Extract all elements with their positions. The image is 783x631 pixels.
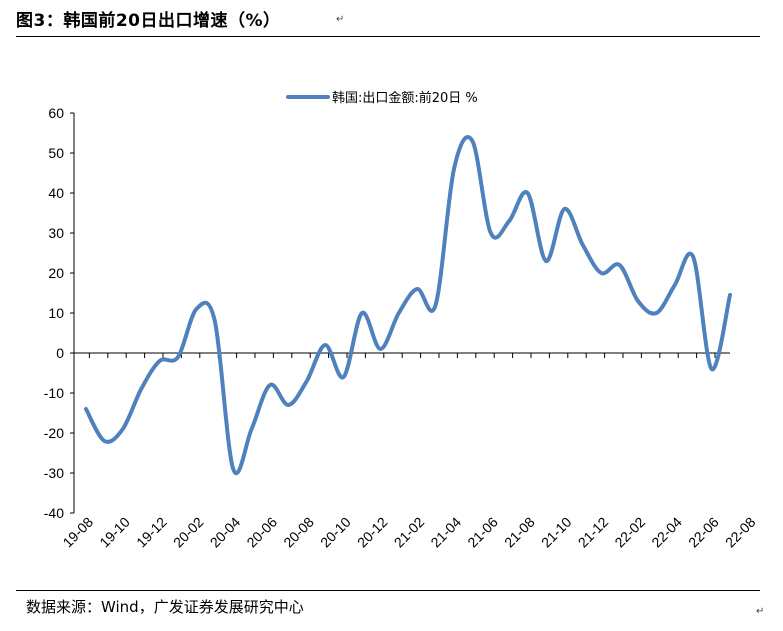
y-tick-label: 10 xyxy=(48,305,64,321)
data-point-22-01 xyxy=(618,263,622,267)
title-rule xyxy=(16,36,760,37)
x-tick-label: 21-10 xyxy=(538,514,575,551)
y-tick-label: 0 xyxy=(56,345,64,361)
data-point-20-03 xyxy=(213,319,217,323)
y-tick-label: -30 xyxy=(44,465,64,481)
data-point-20-10 xyxy=(342,375,346,379)
x-tick-label: 20-08 xyxy=(280,514,317,551)
data-point-21-10 xyxy=(562,207,566,211)
data-point-21-03 xyxy=(434,303,438,307)
source-note: 数据来源：Wind，广发证券发展研究中心 xyxy=(26,598,304,616)
x-tick-label: 21-08 xyxy=(501,514,538,551)
data-point-22-03 xyxy=(654,311,658,315)
x-tick-label: 20-10 xyxy=(317,514,354,551)
x-tick-label: 21-02 xyxy=(391,514,428,551)
data-point-20-11 xyxy=(360,311,364,315)
legend: 韩国:出口金额:前20日 % xyxy=(286,90,478,106)
x-axis: 19-08 19-10 19-12 20-02 20-04 20-06 20-08 20-10… xyxy=(59,352,759,551)
x-tick-label: 22-08 xyxy=(722,514,759,551)
data-point-19-11 xyxy=(139,387,143,391)
data-point-22-02 xyxy=(636,299,640,303)
x-tick-label: 22-04 xyxy=(648,514,685,551)
data-point-19-10 xyxy=(121,427,125,431)
data-point-20-02 xyxy=(194,307,198,311)
figure-title: 图3：韩国前20日出口增速（%） xyxy=(16,11,281,31)
data-point-21-11 xyxy=(581,243,585,247)
y-axis: 60 50 40 30 20 10 0 -10 -20 -30 -40 xyxy=(44,105,75,521)
x-tick-label: 20-06 xyxy=(243,514,280,551)
x-tick-label: 21-12 xyxy=(575,514,612,551)
x-tick-label: 21-06 xyxy=(464,514,501,551)
source-rule xyxy=(16,590,760,591)
y-tick-label: -20 xyxy=(44,425,64,441)
data-point-22-07 xyxy=(728,293,732,297)
data-point-22-06 xyxy=(710,367,714,371)
x-tick-label: 19-08 xyxy=(59,514,96,551)
y-tick-label: 20 xyxy=(48,265,64,281)
y-tick-label: 50 xyxy=(48,145,64,161)
x-tick-label: 21-04 xyxy=(427,514,464,551)
data-point-20-12 xyxy=(378,347,382,351)
data-point-21-07 xyxy=(507,219,511,223)
data-point-20-07 xyxy=(286,403,290,407)
data-point-19-09 xyxy=(102,439,106,443)
x-tick-label: 20-12 xyxy=(354,514,391,551)
data-point-21-09 xyxy=(544,259,548,263)
series-line xyxy=(84,135,732,475)
x-tick-label: 20-04 xyxy=(207,514,244,551)
legend-label: 韩国:出口金额:前20日 % xyxy=(332,90,478,106)
data-point-19-08 xyxy=(84,407,88,411)
data-point-20-01 xyxy=(176,355,180,359)
data-points xyxy=(84,139,732,471)
paragraph-mark: ↵ xyxy=(336,14,345,25)
y-tick-label: -40 xyxy=(44,505,64,521)
data-point-22-05 xyxy=(691,255,695,259)
data-point-20-09 xyxy=(323,343,327,347)
x-tick-label: 19-12 xyxy=(133,514,170,551)
paragraph-mark: ↵ xyxy=(756,606,765,617)
data-point-21-06 xyxy=(489,231,493,235)
y-tick-label: 60 xyxy=(48,105,64,121)
data-point-19-12 xyxy=(158,359,162,363)
x-tick-label: 19-10 xyxy=(96,514,133,551)
y-tick-label: 40 xyxy=(48,185,64,201)
y-tick-label: 30 xyxy=(48,225,64,241)
x-tick-label: 20-02 xyxy=(170,514,207,551)
data-point-20-04 xyxy=(231,467,235,471)
data-point-20-06 xyxy=(268,383,272,387)
y-tick-label: -10 xyxy=(44,385,64,401)
data-point-21-04 xyxy=(452,167,456,171)
data-point-21-02 xyxy=(415,287,419,291)
x-tick-label: 22-02 xyxy=(611,514,648,551)
x-tick-label: 22-06 xyxy=(685,514,722,551)
data-point-21-01 xyxy=(397,311,401,315)
data-point-22-04 xyxy=(673,283,677,287)
data-point-21-05 xyxy=(470,139,474,143)
data-point-21-12 xyxy=(599,271,603,275)
data-point-21-08 xyxy=(526,191,530,195)
data-point-20-08 xyxy=(305,379,309,383)
data-point-20-05 xyxy=(250,427,254,431)
